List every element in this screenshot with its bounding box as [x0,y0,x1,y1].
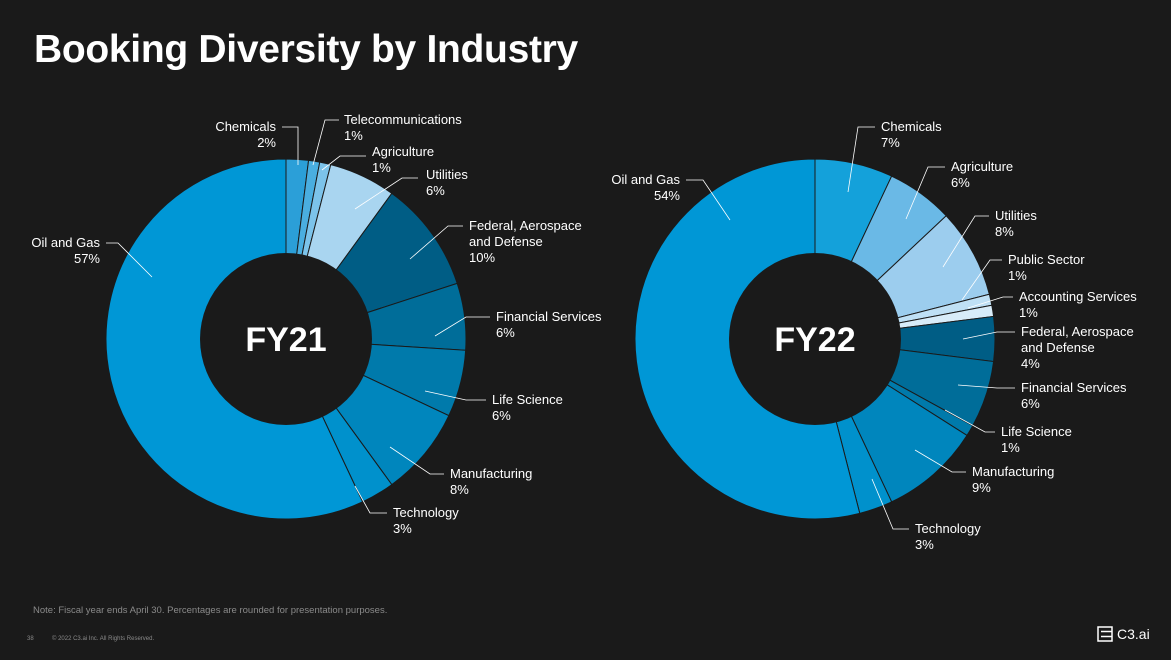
donut-fy22: FY22 Chemicals 7% Agriculture 6% Utilities 8% P… [611,119,1137,552]
leader-line [957,384,1015,389]
leader-line [962,331,1015,340]
slice-label: Financial Services 6% [1021,380,1127,411]
page-number: 38 [27,636,34,642]
c3-logo-icon [1097,626,1113,642]
leader-line [424,390,486,401]
slice-label: Life Science 6% [492,392,563,423]
slide-title: Booking Diversity by Industry [34,28,578,71]
leader-line [942,215,989,268]
leader-line [312,119,339,166]
leader-line [961,259,1002,301]
slice-label: Chemicals 7% [881,119,942,150]
leader-line [354,485,387,514]
leader-line [944,409,995,433]
leader-line [967,296,1013,309]
leader-line [847,126,875,193]
leader-line [321,155,366,171]
slice-label: Chemicals 2% [215,119,276,150]
leader-line [905,166,945,220]
slice-label: Utilities 8% [995,208,1037,239]
donut-hole [200,253,372,425]
slice-label: Accounting Services 1% [1019,289,1137,320]
slice-label: Manufacturing 9% [972,464,1054,495]
leader-line [106,242,153,278]
leader-line [389,446,444,475]
slice-label: Manufacturing 8% [450,466,532,497]
slice-label: Agriculture 6% [951,159,1013,190]
slice-label: Federal, Aerospace and Defense 4% [1021,324,1134,371]
leader-line [871,478,909,530]
leader-line [686,179,731,221]
slice-label: Life Science 1% [1001,424,1072,455]
slice-label: Agriculture 1% [372,144,434,175]
c3ai-logo: C3.ai [1097,626,1150,642]
copyright: © 2022 C3.ai Inc. All Rights Reserved. [52,636,155,642]
logo-text: C3.ai [1117,626,1150,642]
slice-label: Utilities 6% [426,167,468,198]
leader-line [282,126,299,165]
slice-label: Public Sector 1% [1008,252,1085,283]
leader-line [914,449,966,473]
leader-line [434,316,490,337]
donut-fy21: FY21 Chemicals 2% Telecommunications 1%Agric… [31,112,602,536]
slice-label: Federal, Aerospace and Defense 10% [469,218,582,265]
leader-line [409,225,463,260]
leader-line [354,177,418,210]
slice-label: Financial Services 6% [496,309,602,340]
center-label: FY22 [774,321,855,359]
slice-label: Oil and Gas 54% [611,172,680,203]
footnote: Note: Fiscal year ends April 30. Percent… [33,605,388,616]
slice-label: Oil and Gas 57% [31,235,100,266]
slice-label: Technology 3% [915,521,981,552]
center-label: FY21 [245,321,326,359]
donut-hole [729,253,901,425]
slice-label: Telecommunications 1% [344,112,462,143]
slice-label: Technology 3% [393,505,459,536]
